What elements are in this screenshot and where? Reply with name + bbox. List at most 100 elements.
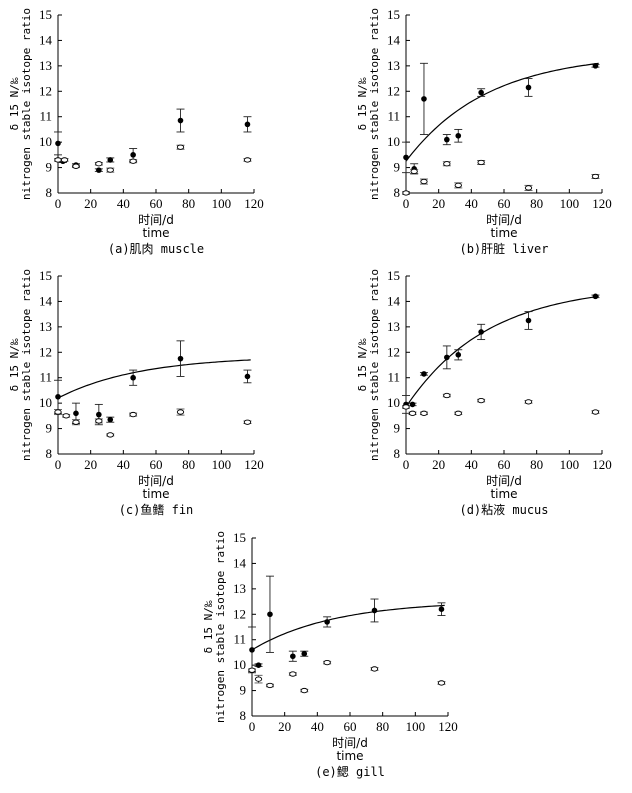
data-point-open xyxy=(524,185,533,191)
data-point-open xyxy=(72,419,80,425)
data-point-filled xyxy=(130,152,136,158)
data-point-open xyxy=(437,680,446,686)
x-tick-label: 0 xyxy=(403,457,410,472)
x-tick-label: 0 xyxy=(403,196,410,211)
y-axis-label: nitrogen stable isotope ratio xyxy=(368,8,381,200)
fit-curve xyxy=(405,62,599,162)
fit-curve xyxy=(251,604,445,651)
data-point-open xyxy=(95,418,103,424)
y-axis-symbol-label: δ 15 N/‰ xyxy=(356,77,369,130)
fit-curve xyxy=(57,359,251,399)
data-point-open xyxy=(454,410,462,416)
data-point-filled xyxy=(478,329,484,335)
x-tick-label: 80 xyxy=(376,719,389,734)
data-point-filled xyxy=(438,606,445,612)
series-filled xyxy=(54,108,252,173)
data-point-filled xyxy=(444,354,450,361)
panel-caption: (d)粘液 mucus xyxy=(459,502,548,517)
y-axis-symbol-label: δ 15 N/‰ xyxy=(356,338,369,391)
x-axis-label-cn: 时间/d xyxy=(138,213,174,227)
data-point-filled xyxy=(324,619,330,625)
data-point-filled xyxy=(267,611,273,618)
series-open xyxy=(402,392,600,416)
x-tick-label: 80 xyxy=(182,457,195,472)
y-tick-label: 8 xyxy=(240,708,247,723)
x-tick-label: 100 xyxy=(212,196,232,211)
panel-b: 8 9 10 11 12 13 14 15 0 20 40 60 80 100 120 δ 15 N/‰ nit… xyxy=(356,7,612,256)
data-point-open xyxy=(408,410,417,416)
y-tick-label: 12 xyxy=(387,83,400,98)
y-tick-label: 12 xyxy=(39,344,52,359)
y-axis-label: nitrogen stable isotope ratio xyxy=(20,269,33,461)
panel-caption: (c)鱼鳍 fin xyxy=(119,503,194,517)
x-tick-label: 80 xyxy=(530,457,543,472)
y-tick-label: 11 xyxy=(387,370,400,385)
panel-caption: (a)肌肉 muscle xyxy=(108,242,204,256)
data-point-filled xyxy=(177,355,184,362)
y-tick-label: 13 xyxy=(233,581,246,596)
y-tick-label: 12 xyxy=(387,344,400,359)
x-tick-label: 60 xyxy=(498,457,511,472)
x-tick-label: 20 xyxy=(432,196,445,211)
series-open xyxy=(402,159,600,196)
y-tick-label: 14 xyxy=(39,32,53,47)
series-open xyxy=(54,408,252,438)
x-tick-label: 100 xyxy=(560,196,580,211)
data-point-filled xyxy=(592,293,599,300)
data-point-filled xyxy=(592,63,599,69)
y-tick-label: 14 xyxy=(39,293,53,308)
y-axis-symbol-label: δ 15 N/‰ xyxy=(8,338,21,391)
y-tick-label: 10 xyxy=(387,134,400,149)
panel-c: 8 9 10 11 12 13 14 15 0 20 40 60 80 100 120 δ 15 N/‰ nit… xyxy=(8,268,264,517)
data-point-filled xyxy=(525,317,532,324)
data-point-open xyxy=(591,173,600,180)
data-point-filled xyxy=(73,410,79,417)
y-tick-label: 11 xyxy=(387,109,400,124)
data-point-open xyxy=(420,410,428,416)
y-tick-label: 9 xyxy=(46,421,53,436)
series-filled xyxy=(248,575,446,674)
data-point-open xyxy=(176,144,185,150)
y-tick-label: 11 xyxy=(233,632,246,647)
y-tick-label: 8 xyxy=(46,446,53,461)
x-tick-label: 40 xyxy=(117,196,130,211)
data-point-open xyxy=(477,159,485,166)
data-point-filled xyxy=(478,89,484,96)
data-point-filled xyxy=(55,140,61,147)
data-point-filled xyxy=(301,650,308,657)
data-point-open xyxy=(95,161,103,167)
x-tick-label: 20 xyxy=(278,719,291,734)
data-point-open xyxy=(248,667,256,673)
x-tick-label: 120 xyxy=(592,196,612,211)
data-point-open xyxy=(402,404,410,410)
x-axis-label-cn: 时间/d xyxy=(332,736,368,750)
y-tick-label: 9 xyxy=(394,421,401,436)
x-tick-label: 0 xyxy=(55,457,62,472)
x-axis-label-en: time xyxy=(142,487,169,501)
series-open xyxy=(248,659,446,694)
data-point-open xyxy=(443,392,451,399)
series-filled xyxy=(54,340,252,426)
y-axis-label: nitrogen stable isotope ratio xyxy=(20,8,33,200)
y-tick-label: 8 xyxy=(394,185,401,200)
y-axis-label: nitrogen stable isotope ratio xyxy=(368,269,381,461)
data-point-open xyxy=(106,167,114,173)
y-tick-label: 15 xyxy=(39,7,52,22)
y-tick-label: 14 xyxy=(233,555,247,570)
y-tick-label: 10 xyxy=(39,134,52,149)
data-point-open xyxy=(477,397,485,404)
data-point-filled xyxy=(525,84,532,91)
data-point-filled xyxy=(444,136,450,143)
y-tick-label: 15 xyxy=(387,7,400,22)
data-point-open xyxy=(243,157,252,163)
x-tick-label: 0 xyxy=(249,719,256,734)
data-point-filled xyxy=(96,167,102,173)
y-tick-label: 10 xyxy=(39,395,52,410)
x-tick-label: 60 xyxy=(150,457,163,472)
y-tick-label: 10 xyxy=(387,395,400,410)
data-point-filled xyxy=(249,647,255,653)
data-point-open xyxy=(300,687,308,694)
data-point-filled xyxy=(455,132,462,139)
data-point-filled xyxy=(403,154,409,161)
data-point-open xyxy=(72,163,80,169)
